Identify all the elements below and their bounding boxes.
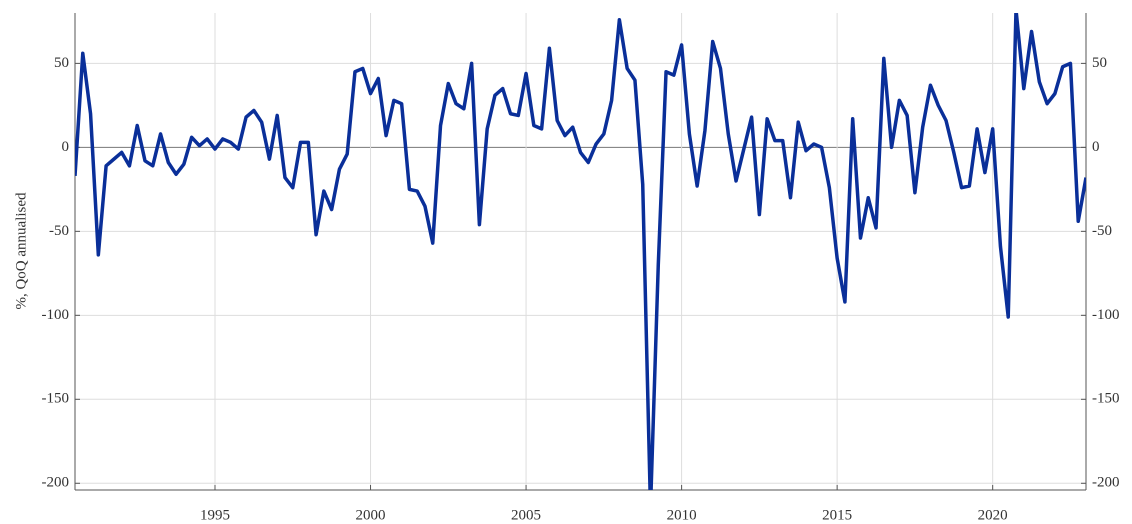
y-tick-label: 0	[62, 139, 70, 155]
y2-tick-label: -100	[1092, 307, 1120, 323]
y2-tick-label: 50	[1092, 55, 1107, 71]
y-tick-label: 50	[54, 55, 69, 71]
line-series	[75, 13, 1086, 490]
y-tick-label: -200	[42, 475, 70, 491]
x-tick-label: 2005	[511, 507, 541, 523]
y-tick-label: -150	[42, 391, 70, 407]
x-tick-label: 2000	[356, 507, 386, 523]
y2-tick-label: -50	[1092, 223, 1112, 239]
y-tick-label: -100	[42, 307, 70, 323]
y-axis-label: %, QoQ annualised	[13, 192, 29, 310]
y2-tick-label: 0	[1092, 139, 1100, 155]
y2-tick-label: -200	[1092, 475, 1120, 491]
x-tick-label: 2010	[667, 507, 697, 523]
y2-tick-label: -150	[1092, 391, 1120, 407]
x-tick-label: 2015	[822, 507, 852, 523]
y-tick-label: -50	[49, 223, 69, 239]
x-tick-label: 2020	[978, 507, 1008, 523]
x-tick-label: 1995	[200, 507, 230, 523]
